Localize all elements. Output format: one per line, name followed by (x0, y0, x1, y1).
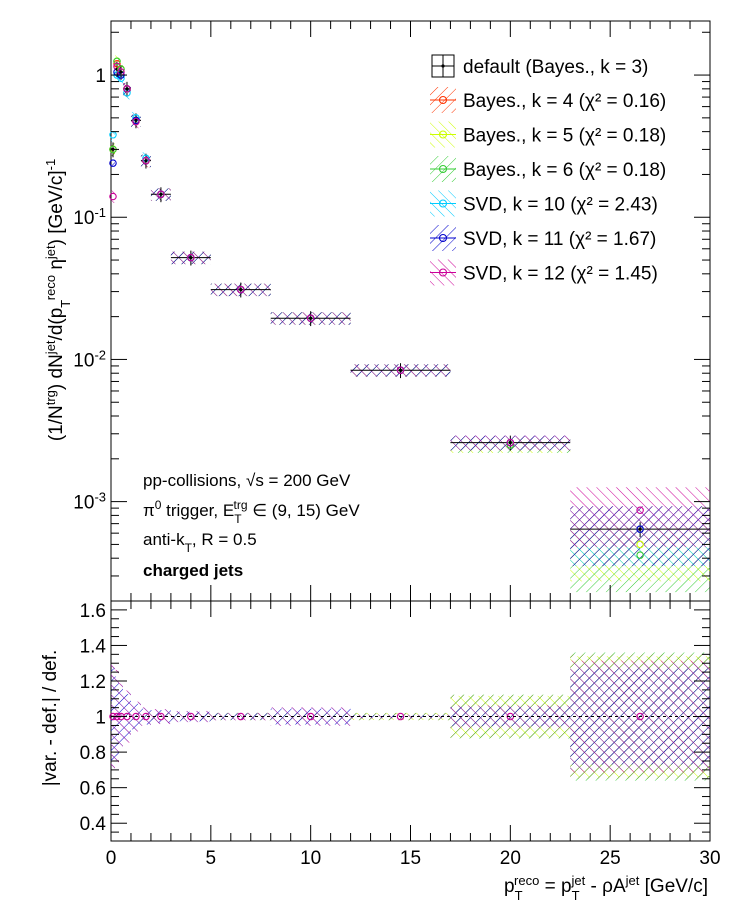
xtick-label-4: 20 (500, 848, 521, 869)
bottom-ytick-label-1: 0.6 (80, 779, 106, 800)
legend-entry-1: Bayes., k = 5 (χ² = 0.18) (430, 121, 666, 148)
xtick-label-3: 15 (400, 848, 421, 869)
bottom-y-axis-label: |var. - def.| / def. (40, 650, 61, 787)
top-ytick-label-3: 1 (95, 66, 106, 87)
point-4-12 (636, 525, 644, 533)
point-5-8 (237, 285, 245, 294)
bottom-ytick-label-3: 1 (95, 708, 106, 729)
legend-label-5: SVD, k = 12 (χ² = 1.45) (463, 264, 658, 285)
top-band-3-0 (111, 128, 115, 142)
ratio-point-9 (306, 712, 315, 721)
legend-label-2: Bayes., k = 6 (χ² = 0.18) (463, 160, 666, 181)
legend: default (Bayes., k = 3) Bayes., k = 4 (χ²… (430, 54, 666, 286)
bottom-ytick-label-0: 0.4 (80, 814, 107, 835)
ratio-point-12 (636, 712, 644, 721)
top-ytick-label-1: 10-2 (73, 347, 106, 372)
top-band-4-0 (111, 157, 115, 170)
legend-label-default: default (Bayes., k = 3) (463, 57, 648, 78)
bottom-band-5-5 (140, 707, 151, 726)
top-y-ticks: 10-3 10-2 10-1 1 (73, 31, 710, 602)
default-point-7 (189, 256, 193, 260)
point-1-12 (636, 540, 644, 549)
bottom-ytick-label-5: 1.4 (80, 636, 107, 657)
legend-entry-4: SVD, k = 11 (χ² = 1.67) (430, 225, 656, 251)
annotation-collisions: pp-collisions, √s = 200 GeV (143, 471, 351, 490)
bottom-band-5-11 (450, 705, 571, 728)
point-0-1 (113, 60, 121, 68)
legend-label-0: Bayes., k = 4 (χ² = 0.16) (463, 91, 666, 112)
bottom-error-bands (111, 652, 710, 781)
xtick-label-2: 10 (300, 848, 321, 869)
legend-entry-default: default (Bayes., k = 3) (431, 54, 648, 78)
xtick-label-0: 0 (106, 848, 117, 869)
legend-entry-0: Bayes., k = 4 (χ² = 0.16) (430, 87, 666, 113)
top-ytick-label-0: 10-3 (73, 489, 106, 514)
bottom-ytick-label-6: 1.6 (80, 601, 106, 622)
default-point-2 (119, 70, 123, 74)
point-5-6 (157, 190, 165, 199)
point-2-1 (113, 57, 121, 66)
bottom-ytick-label-2: 0.8 (80, 743, 106, 764)
legend-entry-3: SVD, k = 10 (χ² = 2.43) (430, 190, 658, 217)
point-5-5 (142, 156, 150, 165)
top-band-5-12 (570, 487, 710, 548)
bottom-band-5-8 (210, 712, 271, 721)
point-5-0 (109, 192, 117, 201)
ratio-point-10 (396, 712, 405, 721)
point-5-11 (506, 438, 515, 447)
top-x-ticks (110, 21, 711, 601)
default-point-10 (398, 368, 403, 372)
annotation-jet-type: charged jets (143, 561, 243, 580)
default-point-11 (508, 441, 512, 445)
x-tick-labels: 0 5 10 15 20 25 30 (106, 848, 721, 869)
annotation-trigger: π0 trigger, ETtrg ∈ (9, 15) GeV (143, 498, 360, 526)
default-point-6 (159, 192, 163, 196)
default-point-4 (134, 118, 138, 122)
default-point-8 (239, 287, 243, 292)
point-5-3 (123, 85, 131, 93)
point-5-9 (306, 314, 315, 322)
ratio-point-7 (187, 712, 195, 721)
top-band-5-0 (111, 190, 115, 203)
legend-entry-2: Bayes., k = 6 (χ² = 0.18) (430, 156, 666, 182)
top-y-axis-label: (1/Ntrg) dNjet/d(pTreco ηjet) [GeV/c]-1 (43, 159, 73, 441)
ratio-point-4 (132, 712, 140, 721)
point-5-7 (187, 253, 195, 262)
annotations: pp-collisions, √s = 200 GeV π0 trigger, … (143, 471, 360, 580)
bottom-panel: 0.4 0.6 0.8 1 1.2 1.4 1.6 |var. - def.| / def. (40, 600, 711, 842)
xtick-label-6: 30 (699, 848, 720, 869)
default-point-3 (125, 87, 129, 91)
legend-entry-5: SVD, k = 12 (χ² = 1.45) (430, 259, 658, 286)
point-5-12 (636, 506, 644, 514)
legend-label-1: Bayes., k = 5 (χ² = 0.18) (463, 126, 666, 147)
point-5-4 (132, 117, 140, 126)
point-2-12 (636, 551, 644, 559)
xtick-label-1: 5 (206, 848, 217, 869)
bottom-ytick-label-4: 1.2 (80, 672, 106, 693)
ratio-point-6 (157, 712, 165, 721)
default-point-9 (309, 316, 313, 320)
point-5-10 (396, 366, 405, 374)
top-data-points (109, 57, 710, 559)
point-4-0 (109, 159, 117, 167)
bottom-x-ticks (110, 601, 711, 841)
default-point-12 (638, 527, 642, 531)
legend-label-3: SVD, k = 10 (χ² = 2.43) (463, 195, 658, 216)
xtick-label-5: 25 (600, 848, 621, 869)
annotation-algorithm: anti-kT, R = 0.5 (143, 530, 257, 555)
legend-label-4: SVD, k = 11 (χ² = 1.67) (463, 229, 656, 250)
default-point-5 (144, 159, 148, 163)
top-ytick-label-2: 10-1 (73, 205, 106, 230)
x-axis-label: pTreco = pTjet - ρAjet [GeV/c] (504, 873, 708, 903)
bottom-y-ticks: 0.4 0.6 0.8 1 1.2 1.4 1.6 (80, 600, 710, 835)
